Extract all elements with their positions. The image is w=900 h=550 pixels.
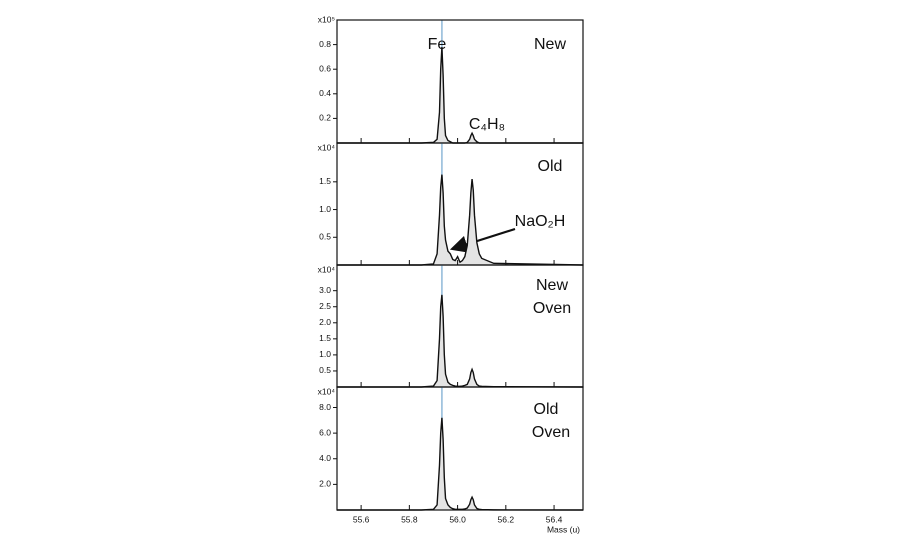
x-tick-label: 56.4 [546, 514, 563, 524]
scale-label: x10⁵ [318, 14, 335, 24]
y-tick-label: 2.0 [319, 317, 331, 327]
annotation: Oven [532, 424, 570, 441]
annotation: Fe [428, 36, 447, 53]
panel-frame [336, 386, 584, 511]
y-tick-label: 1.5 [319, 176, 331, 186]
annotation: Old [538, 158, 563, 175]
x-tick-label: 56.0 [449, 514, 466, 524]
y-tick-label: 0.2 [319, 113, 331, 123]
y-tick-label: 0.5 [319, 232, 331, 242]
annotation: NaO₂H [515, 213, 566, 230]
y-tick-label: 0.8 [319, 39, 331, 49]
y-tick-label: 8.0 [319, 402, 331, 412]
scale-label: x10⁴ [318, 386, 336, 396]
annotation: New [536, 277, 568, 294]
spectrum-line [337, 174, 584, 266]
y-tick-label: 2.0 [319, 479, 331, 489]
y-tick-label: 2.5 [319, 301, 331, 311]
y-tick-label: 3.0 [319, 285, 331, 295]
y-tick-label: 1.0 [319, 204, 331, 214]
annotation: Oven [533, 300, 571, 317]
annotation: C₄H₈ [469, 116, 505, 133]
y-tick-label: 1.5 [319, 333, 331, 343]
annotation: New [534, 36, 566, 53]
x-axis-label: Mass (u) [547, 524, 580, 534]
annotation: Old [534, 401, 559, 418]
x-tick-label: 55.8 [401, 514, 418, 524]
spectrum-line [337, 47, 583, 144]
y-tick-label: 0.6 [319, 63, 331, 73]
x-tick-label: 56.2 [498, 514, 515, 524]
scale-label: x10⁴ [318, 264, 336, 274]
y-tick-label: 6.0 [319, 427, 331, 437]
y-tick-label: 0.5 [319, 365, 331, 375]
y-tick-label: 0.4 [319, 88, 331, 98]
arrow [449, 227, 516, 253]
x-tick-label: 55.6 [353, 514, 370, 524]
scale-label: x10⁴ [318, 142, 336, 152]
y-tick-label: 1.0 [319, 349, 331, 359]
y-tick-label: 4.0 [319, 453, 331, 463]
